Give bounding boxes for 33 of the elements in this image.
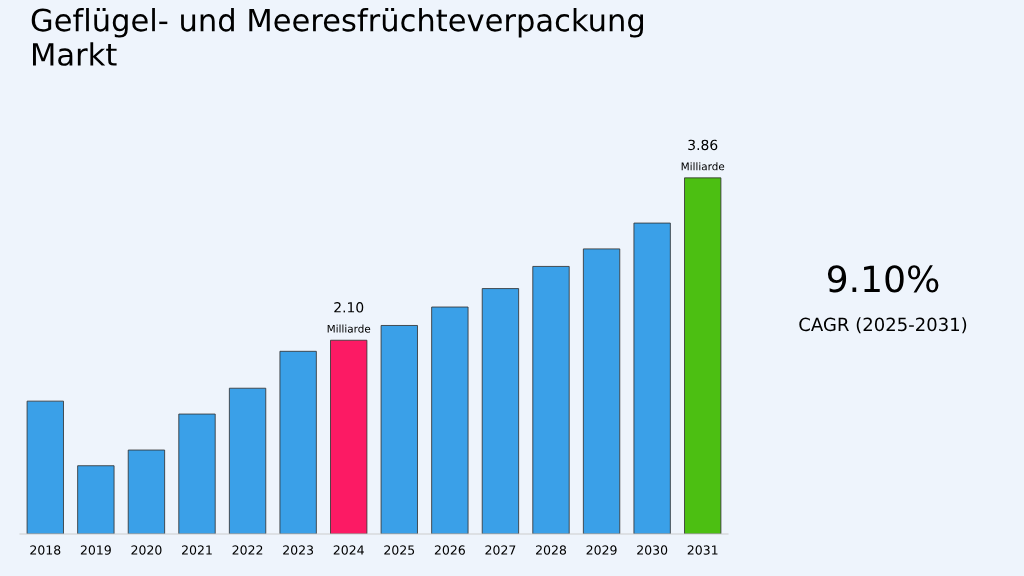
bar [633, 222, 671, 534]
x-tick-label: 2022 [232, 545, 263, 555]
bar [532, 266, 570, 534]
x-tick-label: 2024 [333, 545, 364, 555]
bar [380, 325, 418, 534]
chart-title: Geflügel- und Meeresfrüchteverpackung Markt [31, 8, 643, 66]
data-label: 2.10 Milliarde [327, 302, 371, 333]
bar [26, 400, 64, 534]
x-tick-label: 2027 [485, 545, 516, 555]
bar [431, 306, 469, 534]
data-label: 3.86 Milliarde [681, 139, 725, 171]
x-tick-label: 2025 [384, 545, 415, 555]
x-tick-label: 2029 [586, 545, 617, 555]
bar [77, 465, 115, 534]
bar [178, 413, 216, 534]
x-tick-label: 2031 [687, 545, 718, 555]
text: CAGR (2025-2031) [799, 317, 967, 334]
x-tick-label: 2019 [80, 545, 111, 555]
x-tick-label: 2021 [182, 545, 212, 555]
bar [279, 350, 317, 534]
bar [481, 288, 520, 534]
x-tick-label: 2020 [131, 545, 162, 555]
bar [582, 248, 621, 534]
x-tick-label: 2030 [637, 545, 668, 555]
bar [228, 387, 267, 534]
x-tick-label: 2023 [283, 545, 314, 555]
x-tick-label: 2018 [30, 545, 61, 555]
bar [127, 449, 166, 534]
x-tick-label: 2026 [434, 545, 465, 555]
bar [684, 177, 722, 534]
text: 9.10% [827, 265, 939, 293]
bar [330, 339, 368, 534]
x-tick-label: 2028 [536, 545, 567, 555]
